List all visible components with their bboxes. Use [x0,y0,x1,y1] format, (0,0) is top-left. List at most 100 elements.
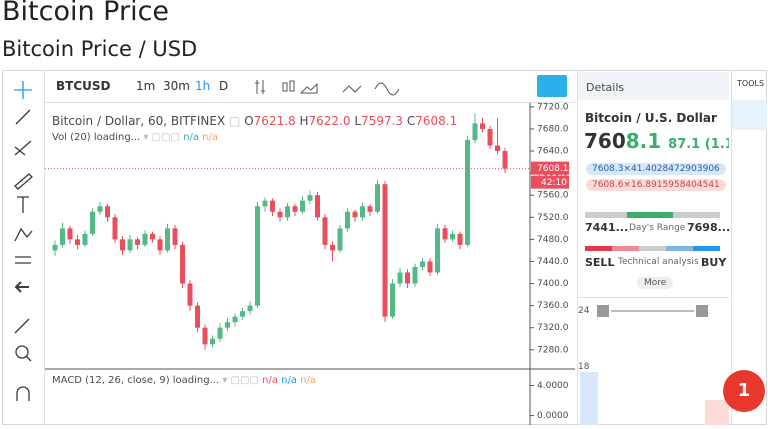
candle-body [157,239,163,251]
candle-body [120,239,125,251]
candle-body [135,239,140,245]
candle-body [502,151,508,169]
candle-body [472,123,478,140]
candle-body [277,211,283,218]
y-tick-label: 7560.0 [537,191,569,201]
instrument-name: Bitcoin / U.S. Dollar [585,111,717,125]
candle-body [450,233,455,240]
legend-label: L [354,114,362,128]
candle-body [60,228,65,245]
details-header [578,72,729,100]
candle-body [360,206,365,218]
zoom-slider[interactable] [611,310,694,312]
candle-body [97,206,103,212]
depth-area [705,400,729,425]
divider [578,297,729,298]
y-tick-label: 7480.0 [537,235,569,245]
candle-body [180,244,185,284]
macd-value: n/a [262,375,278,386]
candle-body [315,195,320,218]
price-last: 8.1 [625,129,662,153]
candle-body [367,206,373,212]
y-tick-label: 4.0000 [537,381,569,391]
zoom-out[interactable] [597,305,609,317]
candle-body [412,266,418,284]
interval[interactable]: 1h [195,79,211,93]
candle-body [382,184,388,317]
candle-body [375,184,380,212]
macd-legend: MACD (12, 26, close, 9) loading... ▾ ▢▢▢… [52,375,316,386]
candle-body [457,233,463,245]
candle-body [465,139,470,245]
depth-area [580,372,598,425]
countdown-tag [531,175,569,189]
last-price-label: 7608.1 [537,164,569,174]
price-main: 760 [584,129,626,153]
countdown-label: 42:10 [541,178,567,188]
candle-body [142,233,148,245]
candle-body [330,244,335,251]
legend-name: Bitcoin / Dollar, 60, BITFINEX [52,114,226,128]
tool-button[interactable] [732,100,767,130]
candle-body [52,244,58,251]
top-toolbar [45,71,575,103]
candle-body [165,228,170,251]
ask: 7608.6×16.8915958404541 [586,179,726,191]
candle-body [390,283,395,317]
ta-label: Technical analysis [618,257,699,267]
y-tick-label: 7680.0 [537,124,569,134]
candle-body [225,322,230,328]
candle-body [217,327,223,339]
candle-body [202,327,208,345]
y-tick-label: 7720.0 [537,102,569,112]
candle-body [270,200,275,212]
candle-body [75,239,80,245]
candle-body [210,338,215,345]
notification-badge[interactable]: 1 [723,370,765,412]
candle-body [187,283,193,306]
candle-body [127,239,133,251]
y-tick-label: 7520.0 [537,213,569,223]
interval[interactable]: 1m [136,79,156,93]
details-title: Details [586,81,625,94]
candle-body [262,200,268,207]
drawing-toolbar [3,71,45,425]
interval[interactable]: 30m [163,79,190,93]
macd-value: n/a [281,375,297,386]
legend-label: H [299,114,309,128]
candle-body [247,305,253,312]
candle-body [322,217,328,245]
interval[interactable]: D [219,79,229,93]
page-subtitle: Bitcoin Price / USD [2,37,198,61]
candle-body [495,145,500,152]
candle-body [195,305,200,328]
candle-body [480,123,485,129]
more-button[interactable]: More [637,277,674,289]
candle-body [255,206,260,306]
toolbar-icons [255,80,400,96]
symbol[interactable]: BTCUSD [56,79,111,93]
last-price-tag [531,161,569,175]
y-tick-label: 7320.0 [537,323,569,333]
ta-bar [585,246,720,251]
candle-body [405,272,410,284]
range-label: Day's Range [629,223,686,233]
candle-body [67,228,73,240]
legend-label: O [244,114,254,128]
candle-body [150,233,155,240]
candle-body [307,195,313,201]
screenshot-button[interactable] [537,75,567,97]
bid: 7608.3×41.4028472903906 [586,163,726,175]
depth-tick: 18 [578,362,590,372]
candle-body [232,316,238,323]
candle-body [397,272,403,284]
page-title: Bitcoin Price [2,0,170,27]
candle-body [442,228,448,240]
details-panel [577,71,732,425]
candle-body [82,233,88,245]
legend-value: 7622.0 [308,114,351,128]
legend-value: 7621.8 [253,114,296,128]
zoom-in[interactable] [696,305,708,317]
candle-body [487,128,493,146]
